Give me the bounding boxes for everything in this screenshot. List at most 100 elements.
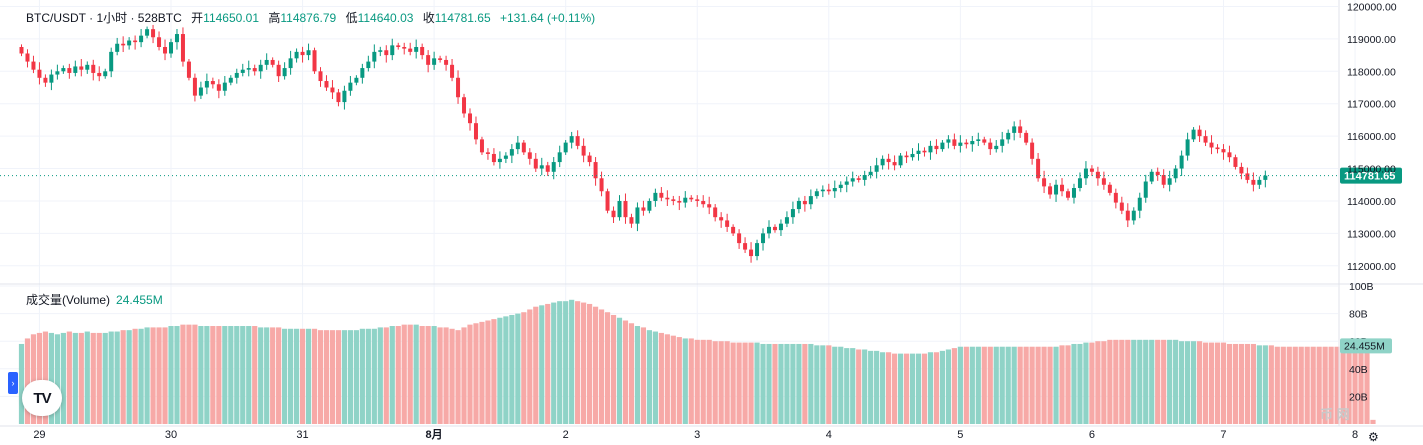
candle [928, 140, 933, 160]
volume-bar [772, 343, 778, 424]
candle [1060, 178, 1065, 197]
candle [808, 189, 813, 210]
candle [450, 58, 455, 82]
volume-bar [479, 321, 485, 424]
volume-bar [1101, 341, 1107, 424]
candle [342, 85, 347, 110]
volume-bar [180, 324, 186, 424]
candle-body [737, 233, 742, 244]
symbol-title[interactable]: BTC/USDT · 1小时 · 528BTC [26, 11, 182, 25]
volume-label[interactable]: 成交量(Volume) [26, 293, 111, 307]
candle [778, 219, 783, 236]
gear-icon[interactable]: ⚙ [1368, 430, 1379, 444]
candle [37, 62, 42, 85]
volume-bar [796, 343, 802, 424]
volume-bar [240, 326, 246, 424]
candle-body [1119, 202, 1124, 211]
candle [515, 135, 520, 155]
candle [103, 68, 108, 79]
candle [462, 93, 467, 118]
candle-body [264, 59, 269, 65]
candle-body [1060, 184, 1065, 192]
volume-bar [1262, 345, 1268, 424]
volume-bar [264, 327, 270, 424]
volume-tick-label: 20B [1349, 391, 1368, 403]
candle [551, 157, 556, 180]
candle [67, 63, 72, 79]
volume-bar [1220, 342, 1227, 424]
candle-body [1137, 197, 1142, 211]
volume-bar [1268, 345, 1274, 424]
candle-body [1131, 210, 1136, 221]
candle [234, 68, 239, 84]
candle [348, 76, 353, 96]
candle-body [462, 97, 467, 114]
volume-legend: 成交量(Volume) 24.455M [26, 291, 163, 308]
candle [1000, 131, 1005, 153]
candle-body [444, 59, 449, 65]
candle-body [73, 66, 78, 73]
candle [300, 46, 305, 63]
candle [468, 108, 472, 131]
chevron-right-icon[interactable]: › [8, 372, 18, 394]
price-tick-label: 117000.00 [1347, 99, 1396, 111]
volume-bar [365, 328, 371, 424]
candle-body [210, 81, 215, 85]
candle-body [928, 145, 933, 153]
candle [886, 153, 891, 170]
candle [222, 76, 227, 96]
candle-body [49, 74, 54, 83]
candle [85, 61, 90, 74]
volume-value: 24.455M [116, 293, 163, 307]
volume-bar [1322, 346, 1328, 424]
volume-bar [730, 342, 736, 424]
candle-body [390, 45, 395, 56]
candle-body [1125, 210, 1130, 221]
candle-body [240, 69, 245, 73]
candle [73, 60, 78, 77]
tradingview-logo[interactable]: TV [22, 380, 62, 416]
volume-bar [497, 317, 503, 424]
candle [1209, 135, 1214, 155]
candle [1095, 166, 1100, 186]
candle-body [868, 171, 873, 176]
volume-bar [413, 324, 419, 424]
candle [767, 220, 771, 239]
volume-bar [1047, 346, 1053, 424]
candle [444, 55, 449, 71]
candle [916, 143, 921, 161]
candle [671, 195, 676, 206]
candle [1197, 125, 1202, 142]
candle [922, 147, 927, 157]
candle [946, 135, 951, 149]
volume-bar [102, 332, 108, 424]
volume-bar [144, 327, 150, 424]
candle [491, 148, 496, 166]
volume-bar [1029, 346, 1035, 424]
candle [832, 180, 837, 198]
open-label: 开 [191, 11, 204, 25]
candle [1089, 165, 1094, 177]
volume-bar [868, 350, 874, 424]
candle-body [539, 165, 544, 169]
volume-bar [551, 302, 557, 424]
candle [1077, 172, 1082, 192]
candle-body [605, 191, 610, 211]
volume-bar [598, 309, 605, 424]
candle [1233, 154, 1238, 170]
candle [623, 193, 628, 224]
candle [952, 133, 957, 150]
candle-body [1245, 173, 1250, 180]
volume-bar [682, 338, 688, 424]
candle [737, 229, 742, 249]
volume-bar [628, 323, 635, 424]
volume-bar [509, 314, 515, 424]
volume-bar [1107, 339, 1113, 424]
candle-body [988, 142, 993, 150]
volume-bar [305, 328, 312, 424]
volume-bar [592, 306, 599, 424]
volume-bar [993, 346, 999, 424]
volume-bar [186, 324, 192, 424]
candle-body [115, 43, 120, 52]
